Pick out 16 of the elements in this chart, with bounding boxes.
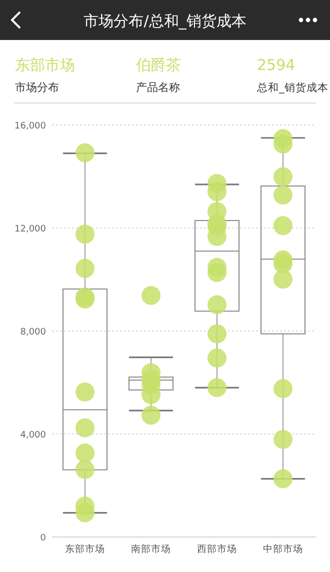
y-tick-label: 16,000	[14, 122, 46, 132]
text: 总和_销货成本	[256, 81, 328, 94]
y-tick-label: 12,000	[14, 224, 46, 234]
y-tick-label: 0	[40, 534, 46, 544]
x-tick-label: 中部市场	[263, 543, 303, 555]
x-tick-label: 南部市场	[131, 543, 171, 555]
text: 东部市场	[15, 56, 75, 74]
text: 2594	[257, 56, 296, 74]
x-tick-label: 西部市场	[197, 543, 237, 555]
text: 伯爵茶	[135, 56, 181, 74]
text: 市场分布/总和_销货成本	[84, 12, 246, 30]
y-tick-label: 4,000	[20, 430, 46, 440]
text: 市场分布	[15, 81, 59, 94]
text: 产品名称	[136, 81, 180, 94]
y-tick-label: 8,000	[20, 328, 46, 338]
x-tick-label: 东部市场	[65, 543, 105, 555]
